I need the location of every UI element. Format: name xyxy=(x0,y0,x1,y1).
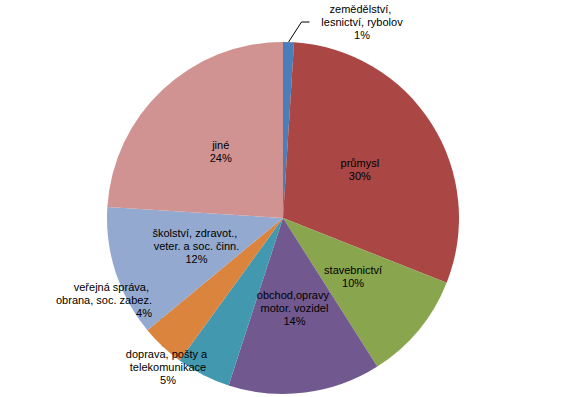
svg-text:14%: 14% xyxy=(283,315,305,327)
svg-text:stavebnictví: stavebnictví xyxy=(324,264,382,276)
svg-text:veter. a soc. činn.: veter. a soc. činn. xyxy=(154,240,240,252)
svg-text:motor. vozidel: motor. vozidel xyxy=(260,302,328,314)
svg-text:30%: 30% xyxy=(349,170,371,182)
svg-text:12%: 12% xyxy=(185,253,207,265)
svg-text:obrana, soc. zabez.: obrana, soc. zabez. xyxy=(56,294,152,306)
svg-text:obchod,opravy: obchod,opravy xyxy=(257,289,332,301)
svg-text:zemědělství,: zemědělství, xyxy=(330,3,395,15)
svg-text:veřejná správa,: veřejná správa, xyxy=(74,281,152,293)
svg-text:4%: 4% xyxy=(136,307,152,319)
svg-text:24%: 24% xyxy=(210,152,232,164)
svg-text:školství, zdravot.,: školství, zdravot., xyxy=(152,227,240,239)
svg-text:10%: 10% xyxy=(342,277,364,289)
svg-text:lesnictví, rybolov: lesnictví, rybolov xyxy=(321,16,403,28)
svg-text:průmysl: průmysl xyxy=(341,157,380,169)
svg-text:1%: 1% xyxy=(354,29,370,41)
svg-text:telekomunikace: telekomunikace xyxy=(130,361,206,373)
svg-text:doprava, pošty a: doprava, pošty a xyxy=(126,348,210,360)
svg-text:5%: 5% xyxy=(160,374,176,386)
svg-text:jiné: jiné xyxy=(211,139,229,151)
